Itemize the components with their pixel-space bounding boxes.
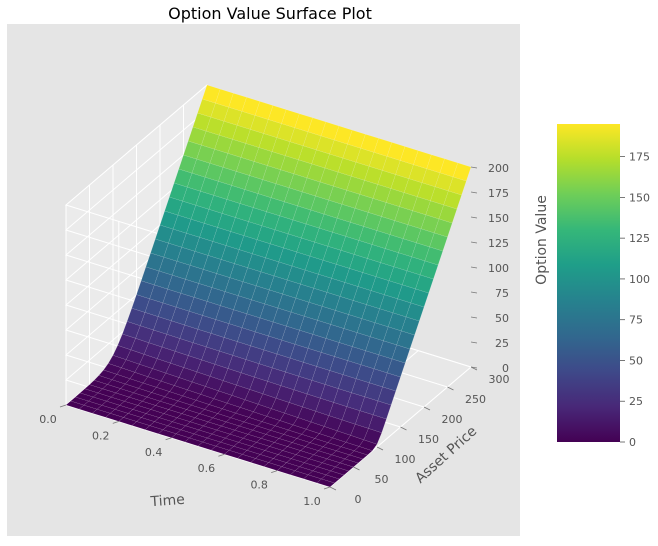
tick-label-time: 0.0 (39, 413, 57, 426)
tick-mark-time (59, 404, 67, 408)
tick-label-price: 0 (355, 493, 362, 506)
tick-label-value: 150 (488, 212, 509, 225)
tick-mark-time (165, 437, 172, 441)
chart-title: Option Value Surface Plot (168, 4, 372, 23)
surface-mesh (65, 84, 472, 488)
tick-label-value: 200 (488, 162, 509, 175)
colorbar-tick-label: 150 (629, 191, 650, 204)
tick-mark-price (329, 486, 337, 491)
tick-mark-value (470, 166, 478, 169)
tick-label-time: 1.0 (303, 495, 321, 508)
tick-mark-price (376, 446, 384, 451)
tick-label-value: 100 (488, 262, 509, 275)
tick-mark-price (353, 466, 360, 471)
tick-mark-value (470, 366, 478, 369)
colorbar-tick-label: 175 (629, 151, 650, 164)
tick-label-price: 200 (442, 413, 463, 426)
tick-mark-value (470, 266, 478, 269)
tick-label-price: 50 (375, 473, 389, 486)
tick-mark-price (423, 406, 431, 411)
tick-label-time: 0.2 (92, 429, 110, 442)
axis-ticks: 0.00.20.40.60.81.0 0501001502002503000255… (39, 162, 509, 508)
tick-mark-time (271, 470, 278, 473)
tick-label-time: 0.4 (145, 446, 163, 459)
tick-mark-value (470, 341, 478, 344)
tick-mark-value (470, 191, 478, 194)
colorbar-tick-label: 125 (629, 232, 650, 245)
colorbar-tick-label: 0 (629, 436, 636, 449)
tick-mark-price (400, 426, 407, 431)
tick-label-value: 25 (495, 337, 509, 350)
tick-label-price: 250 (465, 393, 486, 406)
tick-mark-value (470, 216, 478, 219)
colorbar-ticks: 0 25 50 75 100 125 150 175 (620, 151, 650, 449)
tick-label-time: 0.8 (250, 479, 268, 492)
tick-mark-value (470, 291, 478, 294)
tick-label-price: 100 (395, 453, 416, 466)
tick-label-value: 50 (495, 312, 509, 325)
tick-label-value: 125 (488, 237, 509, 250)
tick-mark-time (218, 453, 225, 457)
tick-label-time: 0.6 (198, 462, 216, 475)
z-axis-label: Option Value (534, 195, 550, 285)
colorbar-tick-label: 100 (629, 273, 650, 286)
colorbar (557, 124, 620, 442)
tick-label-price: 150 (418, 433, 439, 446)
x-axis-label: Time (149, 492, 185, 510)
tick-mark-time (323, 486, 331, 490)
colorbar-tick-label: 50 (629, 354, 643, 367)
colorbar-tick-label: 25 (629, 395, 643, 408)
tick-label-value: 75 (495, 287, 509, 300)
tick-mark-time (112, 421, 119, 424)
tick-label-value: 0 (502, 362, 509, 375)
tick-label-value: 175 (488, 187, 509, 200)
tick-mark-value (470, 316, 478, 319)
colorbar-tick-label: 75 (629, 314, 643, 327)
tick-mark-value (470, 241, 478, 244)
tick-mark-price (447, 386, 454, 391)
tick-label-price: 300 (489, 373, 510, 386)
